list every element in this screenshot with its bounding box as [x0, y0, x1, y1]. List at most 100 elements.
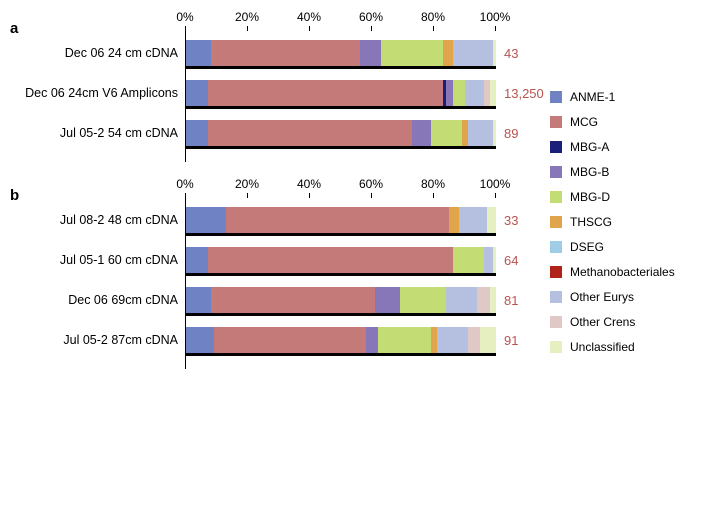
segment-mbg-b: [375, 287, 400, 313]
legend-item: MCG: [550, 115, 700, 129]
axis-tick-label: 0%: [176, 177, 193, 191]
row-count: 43: [504, 46, 518, 61]
segment-other-eurys: [453, 40, 493, 66]
row-label: Jul 05-2 87cm cDNA: [63, 333, 178, 347]
row-label: Jul 08-2 48 cm cDNA: [60, 213, 178, 227]
row-label: Dec 06 69cm cDNA: [68, 293, 178, 307]
segment-thscg: [443, 40, 452, 66]
legend-swatch: [550, 266, 562, 278]
bar-row: Dec 06 24cm V6 Amplicons13,250: [186, 80, 496, 110]
row-label: Dec 06 24 cm cDNA: [65, 46, 178, 60]
panel-b: b0%20%40%60%80%100%Jul 08-2 48 cm cDNA33…: [10, 177, 540, 369]
segment-anme-1: [186, 120, 208, 146]
segment-other-eurys: [459, 207, 487, 233]
legend-item: Other Crens: [550, 315, 700, 329]
stacked-bar: [186, 120, 496, 149]
segment-unclassified: [493, 247, 496, 273]
bar-row: Jul 05-2 87cm cDNA91: [186, 327, 496, 357]
legend-swatch: [550, 141, 562, 153]
legend-label: MCG: [570, 115, 598, 129]
segment-other-eurys: [484, 247, 493, 273]
segment-mbg-d: [453, 80, 465, 106]
row-label: Jul 05-1 60 cm cDNA: [60, 253, 178, 267]
segment-other-eurys: [446, 287, 477, 313]
axis-tick-label: 100%: [480, 10, 511, 24]
segment-mcg: [208, 80, 444, 106]
legend: ANME-1 MCG MBG-A MBG-B MBG-D THSCG DSEG Methano…: [540, 10, 700, 384]
stacked-bar: [186, 40, 496, 69]
legend-item: DSEG: [550, 240, 700, 254]
legend-swatch: [550, 116, 562, 128]
segment-other-crens: [468, 327, 480, 353]
x-axis: 0%20%40%60%80%100%: [185, 177, 495, 195]
axis-tick-label: 80%: [421, 10, 445, 24]
x-axis: 0%20%40%60%80%100%: [185, 10, 495, 28]
segment-unclassified: [493, 40, 496, 66]
panel-label: a: [10, 20, 18, 37]
legend-swatch: [550, 291, 562, 303]
segment-mbg-b: [366, 327, 378, 353]
segment-unclassified: [490, 80, 496, 106]
segment-other-crens: [477, 287, 489, 313]
legend-item: Methanobacteriales: [550, 265, 700, 279]
axis-tick-label: 40%: [297, 177, 321, 191]
axis-tick-label: 40%: [297, 10, 321, 24]
axis-tick-label: 60%: [359, 10, 383, 24]
segment-mcg: [208, 120, 413, 146]
axis-tick-label: 20%: [235, 177, 259, 191]
bar-row: Dec 06 24 cm cDNA43: [186, 40, 496, 70]
row-count: 33: [504, 213, 518, 228]
segment-mbg-b: [360, 40, 382, 66]
legend-swatch: [550, 91, 562, 103]
legend-item: THSCG: [550, 215, 700, 229]
bar-row: Jul 05-1 60 cm cDNA64: [186, 247, 496, 277]
row-count: 91: [504, 333, 518, 348]
legend-swatch: [550, 241, 562, 253]
panel-label: b: [10, 187, 19, 204]
segment-anme-1: [186, 247, 208, 273]
legend-label: MBG-A: [570, 140, 609, 154]
legend-label: DSEG: [570, 240, 604, 254]
legend-swatch: [550, 316, 562, 328]
axis-tick-label: 60%: [359, 177, 383, 191]
legend-label: MBG-B: [570, 165, 609, 179]
row-count: 13,250: [504, 86, 544, 101]
row-count: 89: [504, 126, 518, 141]
stacked-bar: [186, 247, 496, 276]
legend-item: Unclassified: [550, 340, 700, 354]
segment-anme-1: [186, 80, 208, 106]
segment-unclassified: [487, 207, 496, 233]
axis-tick-label: 100%: [480, 177, 511, 191]
legend-label: Other Eurys: [570, 290, 634, 304]
segment-other-eurys: [465, 80, 484, 106]
bar-row: Jul 08-2 48 cm cDNA33: [186, 207, 496, 237]
segment-anme-1: [186, 40, 211, 66]
bars-region: Jul 08-2 48 cm cDNA33 Jul 05-1 60 cm cDNA…: [185, 195, 496, 369]
segment-unclassified: [493, 120, 496, 146]
axis-tick-label: 80%: [421, 177, 445, 191]
legend-swatch: [550, 191, 562, 203]
row-count: 81: [504, 293, 518, 308]
axis-tick-label: 0%: [176, 10, 193, 24]
figure-root: a0%20%40%60%80%100%Dec 06 24 cm cDNA43De…: [10, 10, 700, 384]
segment-mbg-d: [431, 120, 462, 146]
row-count: 64: [504, 253, 518, 268]
segment-mbg-d: [378, 327, 431, 353]
row-label: Dec 06 24cm V6 Amplicons: [25, 86, 178, 100]
segment-anme-1: [186, 287, 211, 313]
legend-item: MBG-A: [550, 140, 700, 154]
segment-mbg-d: [400, 287, 447, 313]
segment-other-eurys: [468, 120, 493, 146]
panel-a: a0%20%40%60%80%100%Dec 06 24 cm cDNA43De…: [10, 10, 540, 162]
bar-row: Jul 05-2 54 cm cDNA89: [186, 120, 496, 150]
legend-label: ANME-1: [570, 90, 615, 104]
panels-column: a0%20%40%60%80%100%Dec 06 24 cm cDNA43De…: [10, 10, 540, 384]
segment-mbg-b: [412, 120, 431, 146]
axis-tick-label: 20%: [235, 10, 259, 24]
legend-item: MBG-B: [550, 165, 700, 179]
legend-item: MBG-D: [550, 190, 700, 204]
segment-mbg-d: [381, 40, 443, 66]
legend-label: Other Crens: [570, 315, 635, 329]
legend-swatch: [550, 166, 562, 178]
legend-label: Unclassified: [570, 340, 635, 354]
